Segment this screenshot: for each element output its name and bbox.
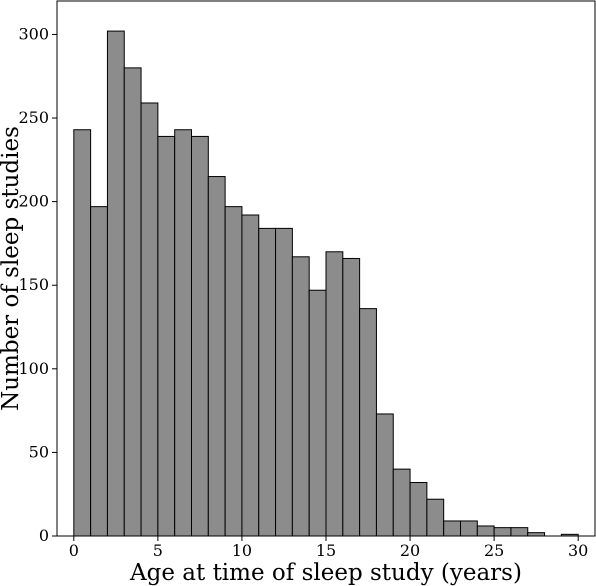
histogram-bar bbox=[258, 227, 277, 537]
histogram-bar bbox=[359, 308, 377, 537]
histogram-bar bbox=[224, 206, 243, 537]
x-tick-label: 15 bbox=[316, 541, 336, 560]
x-tick-label: 30 bbox=[568, 541, 588, 560]
histogram-bar bbox=[375, 413, 394, 537]
histogram-bar bbox=[460, 520, 478, 537]
y-tick-label: 0 bbox=[39, 526, 49, 545]
histogram-bar bbox=[325, 251, 344, 537]
histogram-bar bbox=[308, 289, 327, 537]
histogram-bar bbox=[493, 527, 512, 537]
x-tick-label: 20 bbox=[400, 541, 420, 560]
histogram-bar bbox=[73, 129, 92, 537]
histogram-bar bbox=[157, 135, 176, 537]
histogram-bar bbox=[426, 498, 445, 537]
x-axis-ticks: 0 5 10 15 20 25 30 bbox=[69, 536, 588, 560]
y-tick-label: 300 bbox=[18, 24, 49, 43]
y-tick-label: 200 bbox=[18, 192, 49, 211]
histogram-bar bbox=[241, 214, 260, 537]
y-tick-label: 50 bbox=[29, 442, 49, 461]
bars-group bbox=[73, 30, 579, 537]
histogram-bar bbox=[392, 468, 411, 537]
histogram-bar bbox=[191, 135, 209, 537]
histogram-bar bbox=[476, 525, 495, 537]
y-axis-ticks: 0 50 100 150 200 250 300 bbox=[18, 24, 57, 545]
histogram-bar bbox=[90, 206, 108, 537]
y-tick-label: 250 bbox=[18, 108, 49, 127]
x-tick-label: 25 bbox=[484, 541, 504, 560]
x-tick-label: 10 bbox=[232, 541, 252, 560]
histogram-bar bbox=[174, 129, 192, 537]
x-tick-label: 5 bbox=[153, 541, 163, 560]
histogram-bar bbox=[106, 30, 125, 537]
histogram-bar bbox=[527, 532, 546, 537]
histogram-bar bbox=[342, 257, 361, 537]
histogram-bar bbox=[510, 527, 529, 537]
y-tick-label: 150 bbox=[18, 275, 49, 294]
histogram-bar bbox=[291, 256, 310, 537]
histogram-bar bbox=[275, 227, 293, 537]
y-tick-label: 100 bbox=[18, 359, 49, 378]
histogram-bar bbox=[123, 67, 142, 537]
y-axis-title: Number of sleep studies bbox=[0, 126, 24, 411]
histogram-bar bbox=[140, 102, 159, 537]
histogram-bar bbox=[443, 520, 461, 537]
histogram-bar bbox=[207, 176, 226, 537]
x-axis-title: Age at time of sleep study (years) bbox=[129, 560, 522, 586]
x-tick-label: 0 bbox=[69, 541, 79, 560]
histogram-bar bbox=[409, 482, 428, 537]
